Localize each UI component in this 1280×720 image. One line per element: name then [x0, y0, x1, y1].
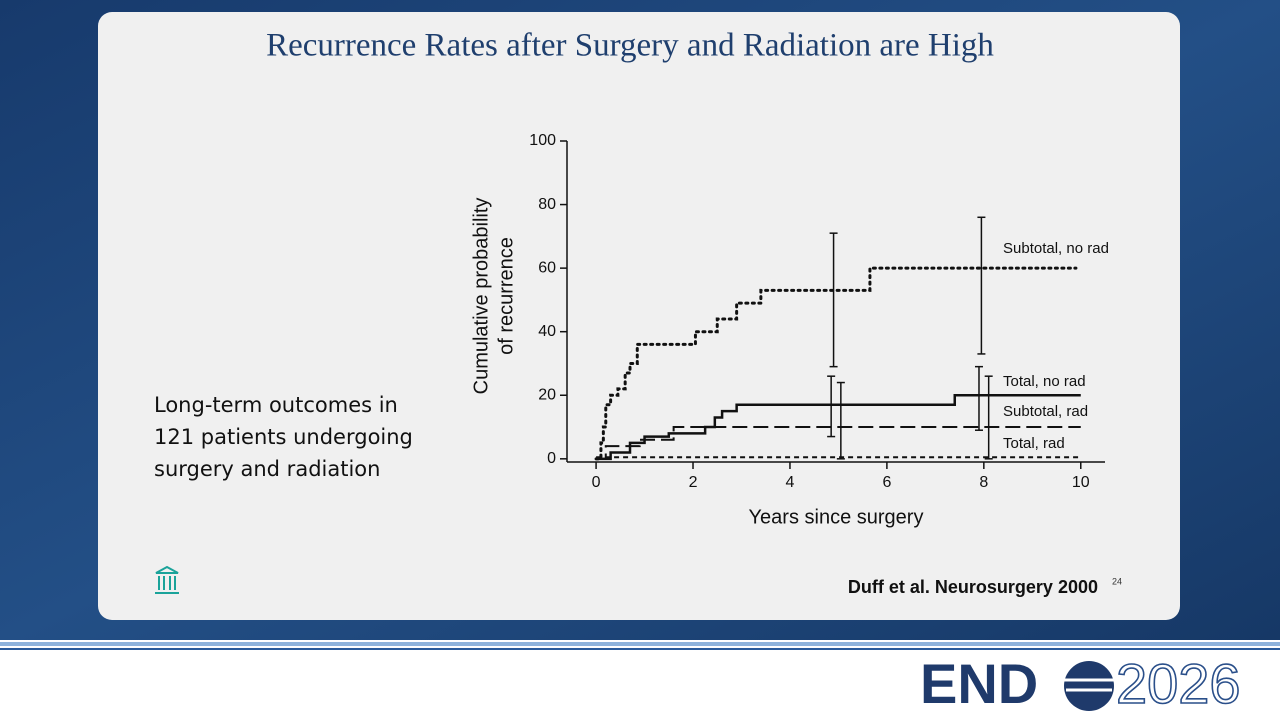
x-tick-label: 4 — [786, 474, 795, 491]
error-bar — [984, 375, 993, 460]
body-line: Long-term outcomes in — [154, 393, 398, 417]
series-line — [594, 266, 1078, 461]
body-line: surgery and radiation — [154, 457, 380, 481]
error-bar — [836, 381, 845, 460]
slide-title: Recurrence Rates after Surgery and Radia… — [266, 28, 994, 64]
y-tick-label: 100 — [529, 132, 556, 149]
y-tick-label: 0 — [547, 450, 556, 467]
y-tick-label: 20 — [538, 386, 556, 403]
y-tick-label: 40 — [538, 323, 556, 340]
y-axis-label: Cumulative probability of recurrence — [470, 198, 517, 395]
institution-icon — [155, 565, 179, 594]
error-bar — [974, 365, 983, 431]
x-tick-label: 0 — [592, 474, 601, 491]
logo-text: END — [920, 652, 1038, 715]
body-line: 121 patients undergoing — [154, 425, 413, 449]
x-tick-label: 8 — [979, 474, 988, 491]
error-bar — [829, 232, 838, 368]
error-bar — [977, 216, 986, 355]
x-tick-label: 6 — [882, 474, 891, 491]
page-number: 24 — [1112, 576, 1122, 586]
series-label: Subtotal, no rad — [1003, 240, 1109, 257]
footer-stripe — [0, 642, 1280, 646]
error-bar — [827, 375, 836, 438]
slide-card — [98, 12, 1180, 620]
x-axis-label: Years since surgery — [749, 506, 924, 528]
x-tick-label: 10 — [1072, 474, 1090, 491]
y-axis-label-line: of recurrence — [495, 237, 517, 355]
y-tick-label: 60 — [538, 259, 556, 276]
series-label: Subtotal, rad — [1003, 403, 1088, 420]
logo-globe — [1064, 661, 1114, 711]
series-label: Total, rad — [1003, 435, 1065, 452]
x-tick-label: 2 — [689, 474, 698, 491]
series-label: Total, no rad — [1003, 373, 1086, 390]
chart: 0 20 40 60 80 100 0 2 4 6 8 10 Years since surgery Cu… — [470, 132, 1109, 528]
y-tick-label: 80 — [538, 196, 556, 213]
y-axis-label-line: Cumulative probability — [470, 198, 492, 395]
citation: Duff et al. Neurosurgery 2000 — [848, 577, 1098, 597]
series-line — [596, 394, 1081, 461]
footer-stripe — [0, 648, 1280, 650]
logo-text: 2026 — [1116, 652, 1241, 715]
